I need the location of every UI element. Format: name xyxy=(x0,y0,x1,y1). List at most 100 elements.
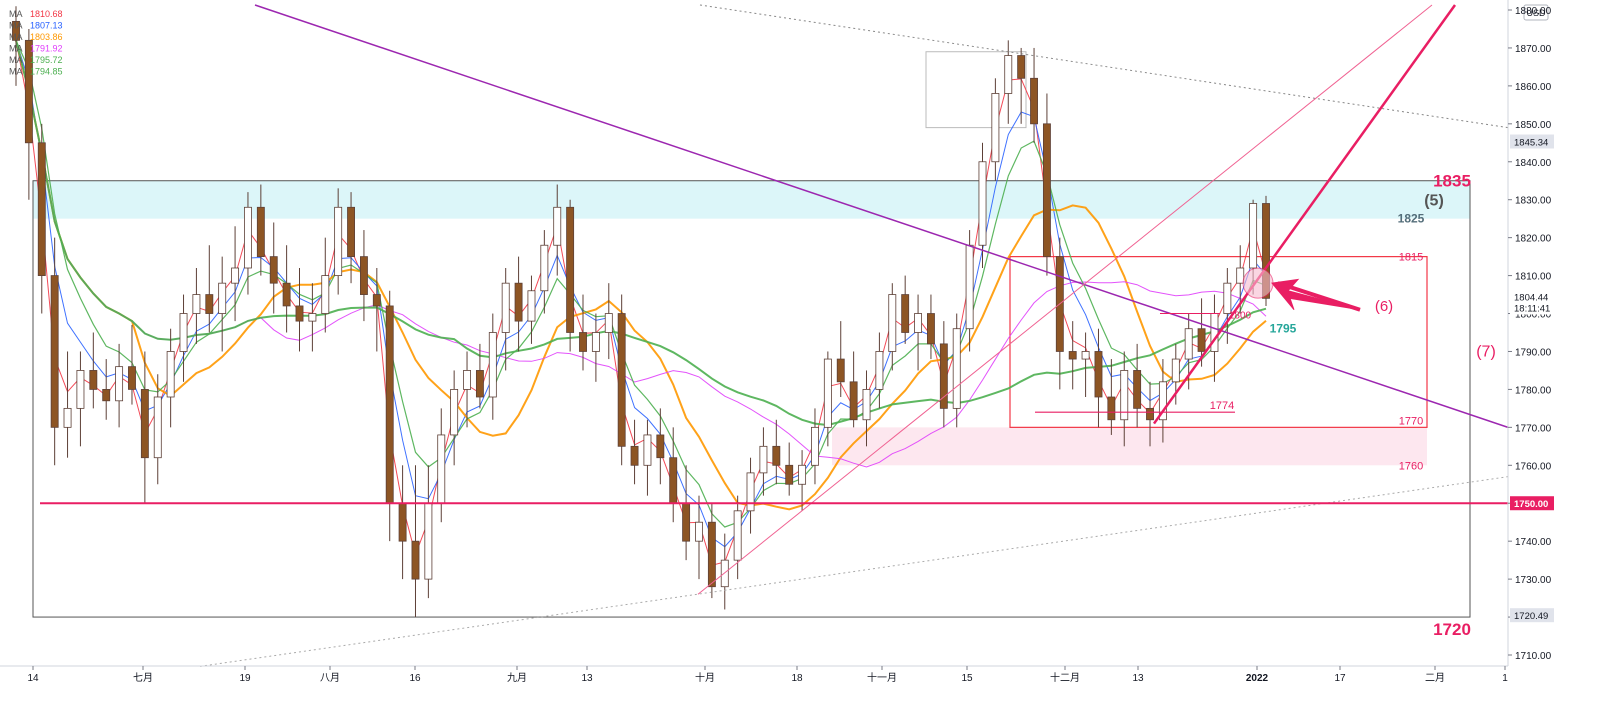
candle[interactable] xyxy=(1030,47,1038,143)
candle[interactable] xyxy=(1017,47,1026,124)
candle[interactable] xyxy=(540,230,549,314)
candle[interactable] xyxy=(862,370,871,447)
candle[interactable] xyxy=(463,351,471,428)
candle[interactable] xyxy=(411,465,420,618)
candle[interactable] xyxy=(1133,343,1142,428)
candle-down xyxy=(617,313,626,447)
candle[interactable] xyxy=(785,442,794,496)
candle[interactable] xyxy=(849,351,858,428)
candle[interactable] xyxy=(179,294,188,382)
candle[interactable] xyxy=(875,332,884,409)
candle[interactable] xyxy=(1042,93,1051,276)
annotation-label: (6) xyxy=(1375,298,1393,315)
x-tick-label: 七月 xyxy=(133,672,153,684)
candle-up xyxy=(823,358,832,428)
candle[interactable] xyxy=(115,343,124,428)
y-tick-label: 1730.00 xyxy=(1515,575,1552,586)
candle[interactable] xyxy=(231,226,240,322)
candle[interactable] xyxy=(707,503,716,599)
candle[interactable] xyxy=(695,495,703,580)
candle[interactable] xyxy=(347,192,355,284)
candle[interactable] xyxy=(811,408,819,485)
candle[interactable] xyxy=(501,268,510,371)
candle[interactable] xyxy=(308,283,317,352)
candle[interactable] xyxy=(76,351,85,447)
candle[interactable] xyxy=(12,6,20,86)
candle[interactable] xyxy=(798,450,807,511)
candle[interactable] xyxy=(475,343,484,409)
candle-up xyxy=(231,267,240,284)
candle[interactable] xyxy=(450,370,459,466)
candle[interactable] xyxy=(256,184,265,276)
candle[interactable] xyxy=(901,275,910,344)
candle[interactable] xyxy=(359,230,368,322)
candle-down xyxy=(102,389,111,402)
candle[interactable] xyxy=(1120,351,1129,447)
candle[interactable] xyxy=(553,184,562,276)
candle[interactable] xyxy=(488,313,497,420)
candle[interactable] xyxy=(282,245,291,333)
candle[interactable] xyxy=(1068,321,1077,390)
candle[interactable] xyxy=(205,245,214,333)
candle-down xyxy=(579,332,587,352)
candle[interactable] xyxy=(24,28,33,200)
candle[interactable] xyxy=(89,332,98,409)
x-tick-label: 14 xyxy=(27,673,39,684)
candle[interactable] xyxy=(836,321,845,397)
candle-up xyxy=(1081,351,1090,360)
candle[interactable] xyxy=(128,324,136,405)
candle[interactable] xyxy=(63,351,72,458)
candle[interactable] xyxy=(823,351,832,447)
candle[interactable] xyxy=(927,294,935,360)
candle[interactable] xyxy=(192,268,201,344)
candle[interactable] xyxy=(1094,328,1103,428)
candle[interactable] xyxy=(1081,332,1090,398)
candle[interactable] xyxy=(772,419,781,485)
candle[interactable] xyxy=(334,188,343,295)
candle[interactable] xyxy=(153,374,162,485)
candle[interactable] xyxy=(604,283,613,360)
candle[interactable] xyxy=(656,408,665,485)
candle[interactable] xyxy=(269,222,278,314)
candle[interactable] xyxy=(1146,381,1154,447)
candle[interactable] xyxy=(888,283,897,371)
candle[interactable] xyxy=(527,275,536,344)
candle[interactable] xyxy=(759,427,768,496)
candle[interactable] xyxy=(591,313,600,382)
candle[interactable] xyxy=(102,359,111,420)
candle[interactable] xyxy=(514,256,523,352)
candle[interactable] xyxy=(295,268,304,352)
candle[interactable] xyxy=(617,294,626,466)
candle[interactable] xyxy=(991,78,1000,181)
price-badge-label: 1720.49 xyxy=(1514,611,1548,622)
candle-up xyxy=(1249,203,1258,269)
candle[interactable] xyxy=(914,294,923,371)
candle[interactable] xyxy=(50,237,59,466)
candle[interactable] xyxy=(166,328,175,428)
candle-up xyxy=(965,244,974,330)
candle[interactable] xyxy=(630,419,639,485)
candle[interactable] xyxy=(952,313,961,428)
candle[interactable] xyxy=(978,142,987,268)
candle[interactable] xyxy=(1223,268,1232,344)
candle[interactable] xyxy=(140,351,149,504)
candle[interactable] xyxy=(939,321,948,428)
candle[interactable] xyxy=(1004,40,1013,124)
candle[interactable] xyxy=(733,495,742,580)
candle[interactable] xyxy=(37,123,46,314)
candle[interactable] xyxy=(746,457,755,534)
candle[interactable] xyxy=(1107,359,1116,435)
candle[interactable] xyxy=(1197,298,1206,367)
candle[interactable] xyxy=(1158,359,1167,443)
candle[interactable] xyxy=(321,237,330,333)
candle[interactable] xyxy=(643,419,652,496)
candle[interactable] xyxy=(244,192,252,295)
candle-up xyxy=(746,472,755,512)
candle[interactable] xyxy=(579,294,587,371)
candle[interactable] xyxy=(372,268,381,352)
upper-dotted-trendline xyxy=(699,4,1509,129)
candle[interactable] xyxy=(218,256,227,352)
candle[interactable] xyxy=(566,199,575,352)
